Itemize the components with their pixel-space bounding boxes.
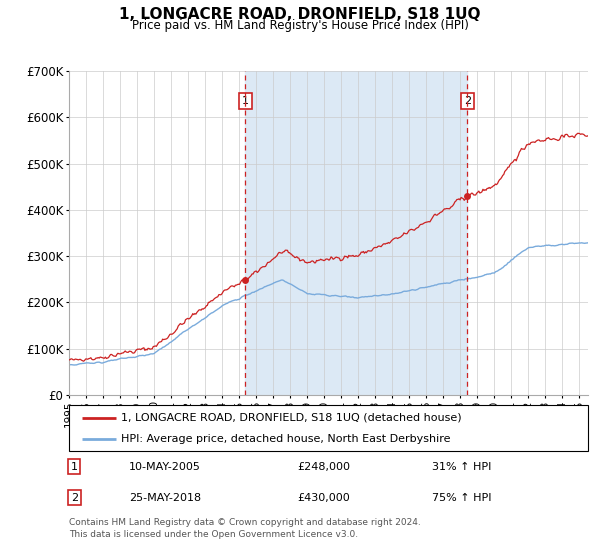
Text: 1, LONGACRE ROAD, DRONFIELD, S18 1UQ (detached house): 1, LONGACRE ROAD, DRONFIELD, S18 1UQ (de… (121, 413, 461, 423)
Text: £430,000: £430,000 (298, 493, 350, 503)
Text: 1: 1 (71, 461, 77, 472)
Text: 2: 2 (71, 493, 78, 503)
Text: 1: 1 (242, 96, 249, 106)
Text: 75% ↑ HPI: 75% ↑ HPI (432, 493, 492, 503)
Text: This data is licensed under the Open Government Licence v3.0.: This data is licensed under the Open Gov… (69, 530, 358, 539)
Text: 10-MAY-2005: 10-MAY-2005 (128, 461, 200, 472)
Text: 25-MAY-2018: 25-MAY-2018 (128, 493, 201, 503)
Text: Price paid vs. HM Land Registry's House Price Index (HPI): Price paid vs. HM Land Registry's House … (131, 19, 469, 32)
Text: 2: 2 (464, 96, 471, 106)
Text: 1, LONGACRE ROAD, DRONFIELD, S18 1UQ: 1, LONGACRE ROAD, DRONFIELD, S18 1UQ (119, 7, 481, 22)
Text: HPI: Average price, detached house, North East Derbyshire: HPI: Average price, detached house, Nort… (121, 435, 451, 444)
Text: 31% ↑ HPI: 31% ↑ HPI (432, 461, 491, 472)
Bar (245, 71, 467, 395)
Text: £248,000: £248,000 (298, 461, 350, 472)
Text: Contains HM Land Registry data © Crown copyright and database right 2024.: Contains HM Land Registry data © Crown c… (69, 518, 421, 527)
